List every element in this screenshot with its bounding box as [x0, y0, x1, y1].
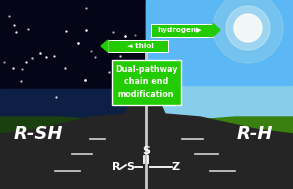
Text: Dual-pathway: Dual-pathway [115, 65, 177, 74]
Text: S: S [142, 146, 150, 156]
Polygon shape [101, 40, 108, 52]
Circle shape [234, 14, 262, 42]
Polygon shape [0, 84, 140, 189]
Circle shape [213, 0, 283, 63]
Text: R: R [112, 162, 120, 172]
Polygon shape [152, 84, 293, 189]
Polygon shape [213, 23, 220, 36]
Text: chain end: chain end [124, 77, 168, 87]
Bar [108, 40, 168, 52]
Text: ◄ thiol: ◄ thiol [127, 43, 153, 49]
Circle shape [226, 6, 270, 50]
Bar [0, 89, 146, 129]
Polygon shape [0, 117, 146, 189]
Bar [151, 23, 213, 36]
Text: R-SH: R-SH [13, 125, 63, 143]
Text: S: S [126, 162, 134, 172]
Text: modification: modification [118, 90, 174, 99]
Bar [146, 0, 292, 85]
Bar [146, 0, 292, 189]
FancyBboxPatch shape [112, 60, 180, 105]
Text: hydrogen▶: hydrogen▶ [158, 27, 202, 33]
Text: R-H: R-H [237, 125, 273, 143]
Text: Z: Z [172, 162, 180, 172]
Polygon shape [146, 117, 293, 189]
Bar [0, 0, 146, 189]
Polygon shape [108, 84, 185, 189]
